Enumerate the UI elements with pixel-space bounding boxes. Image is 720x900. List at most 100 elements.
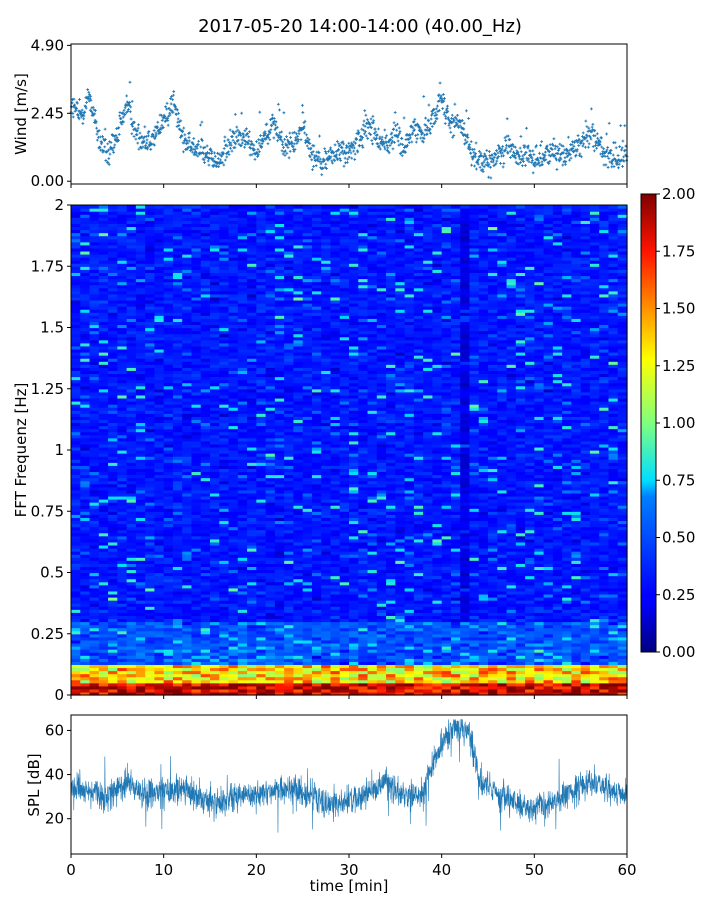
wind-point <box>136 126 140 130</box>
wind-point <box>424 116 427 120</box>
wind-point <box>347 141 351 145</box>
wind-point <box>453 102 457 106</box>
wind-point <box>605 132 608 136</box>
wind-point <box>216 151 219 155</box>
wind-point <box>448 126 452 130</box>
wind-point <box>213 154 217 158</box>
wind-point <box>190 150 194 154</box>
wind-point <box>93 112 97 116</box>
wind-point <box>78 98 81 101</box>
wind-point <box>219 158 222 162</box>
wind-point <box>170 95 173 98</box>
wind-point <box>249 146 252 150</box>
wind-point <box>486 161 489 164</box>
wind-point <box>364 134 368 138</box>
wind-point <box>423 133 426 137</box>
wind-point <box>398 130 402 133</box>
wind-point <box>180 134 184 138</box>
wind-point <box>230 149 234 153</box>
wind-point <box>592 149 596 153</box>
wind-point <box>151 142 155 146</box>
wind-point <box>135 129 139 133</box>
wind-point <box>556 152 560 155</box>
wind-point <box>470 163 473 167</box>
wind-point <box>272 136 276 140</box>
wind-point <box>153 137 157 141</box>
wind-point <box>501 165 505 169</box>
wind-point <box>469 151 473 155</box>
wind-point <box>303 131 307 135</box>
wind-point <box>186 147 189 151</box>
y-tick-label: 0.00 <box>31 172 64 190</box>
wind-point <box>145 141 149 145</box>
wind-point <box>499 162 502 165</box>
wind-point <box>318 134 321 138</box>
wind-point <box>492 155 496 159</box>
wind-point <box>77 117 81 121</box>
wind-point <box>400 154 404 158</box>
wind-point <box>469 140 473 144</box>
wind-point <box>129 117 133 121</box>
wind-point <box>365 118 369 122</box>
wind-point <box>343 156 347 160</box>
wind-point <box>347 155 351 159</box>
wind-point <box>152 129 156 132</box>
wind-point <box>518 146 522 150</box>
wind-point <box>388 144 392 147</box>
wind-point <box>146 145 150 149</box>
wind-point <box>584 119 588 123</box>
wind-point <box>590 125 594 129</box>
wind-point <box>112 150 116 154</box>
wind-point <box>109 141 113 144</box>
wind-point <box>509 156 512 159</box>
wind-point <box>564 160 568 164</box>
wind-point <box>80 111 84 115</box>
wind-point <box>605 154 609 158</box>
wind-point <box>531 171 535 175</box>
wind-point <box>462 121 466 125</box>
wind-point <box>181 150 185 154</box>
wind-point <box>222 152 225 156</box>
wind-point <box>203 161 206 164</box>
wind-point <box>246 141 250 145</box>
wind-point <box>227 153 231 156</box>
wind-point <box>450 113 454 117</box>
wind-point <box>196 143 200 146</box>
wind-point <box>231 129 235 133</box>
wind-point <box>117 126 121 130</box>
wind-point <box>478 165 482 169</box>
wind-point <box>189 149 192 152</box>
wind-point <box>217 165 221 169</box>
wind-point <box>578 152 582 156</box>
wind-point <box>154 133 158 137</box>
wind-point <box>272 116 276 120</box>
wind-point <box>247 135 251 139</box>
wind-point <box>540 140 544 144</box>
wind-point <box>364 113 368 117</box>
wind-point <box>371 142 374 146</box>
wind-point <box>438 81 442 85</box>
wind-point <box>167 107 171 111</box>
wind-point <box>621 165 624 168</box>
wind-point <box>289 136 292 139</box>
wind-point <box>392 127 396 131</box>
wind-point <box>122 108 126 112</box>
wind-point <box>115 136 119 139</box>
wind-point <box>394 124 397 128</box>
wind-point <box>519 134 523 138</box>
wind-point <box>243 142 247 146</box>
wind-point <box>195 146 199 150</box>
wind-point <box>175 125 179 128</box>
wind-point <box>619 124 623 128</box>
wind-point <box>87 95 90 99</box>
wind-point <box>192 137 196 140</box>
wind-point <box>521 154 525 158</box>
wind-point <box>156 126 159 130</box>
wind-point <box>587 145 590 149</box>
wind-point <box>169 97 172 101</box>
wind-point <box>97 129 101 132</box>
wind-point <box>585 125 589 129</box>
wind-point <box>193 147 197 151</box>
wind-point <box>113 143 117 147</box>
wind-point <box>143 135 146 139</box>
